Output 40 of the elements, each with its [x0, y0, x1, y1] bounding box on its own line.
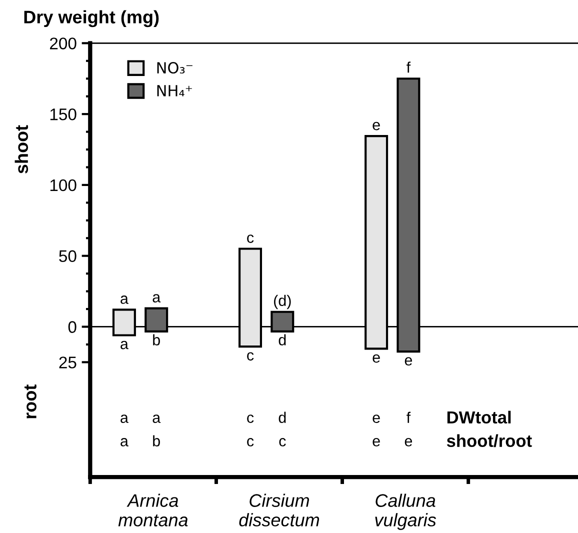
y-tick-label: 200	[50, 38, 76, 50]
annotation: e	[372, 414, 380, 423]
annotation: e	[404, 357, 412, 366]
x-tick-label: Cirsium dissectum	[239, 494, 320, 526]
annotation: c	[279, 438, 286, 446]
chart-title: Dry weight (mg)	[24, 10, 159, 28]
data-label: e	[372, 122, 380, 130]
y-tick-label: 50	[59, 250, 76, 262]
x-tick-label: Calluna vulgaris	[375, 494, 436, 530]
annotation: a	[152, 414, 161, 423]
annotation: c	[247, 352, 254, 361]
y-tick-label: 0	[68, 321, 76, 333]
annotation: a	[120, 438, 128, 446]
y-axis-title: shoot	[14, 125, 28, 174]
data-label: (d)	[274, 294, 291, 310]
annotation: d	[278, 412, 286, 423]
annotation: a	[120, 414, 128, 423]
x-tick-label: Arnica montana	[118, 494, 188, 526]
annotation: c	[247, 438, 254, 446]
annotation: f	[406, 412, 411, 423]
data-label: f	[406, 62, 411, 73]
y-tick-label: 100	[50, 179, 76, 192]
annotation: e	[372, 438, 380, 446]
text: root	[24, 384, 36, 418]
legend-label: NO₃⁻	[157, 62, 192, 74]
data-label: a	[152, 294, 161, 303]
legend-label: NH₄⁺	[157, 85, 192, 96]
annotation: DWtotal	[447, 410, 511, 424]
y-tick-label: 25	[59, 356, 76, 368]
data-label: a	[120, 296, 128, 304]
annotation: c	[247, 414, 254, 423]
annotation: b	[153, 334, 160, 346]
annotation: e	[372, 354, 380, 363]
data-label: c	[247, 234, 254, 243]
y-tick-label: 150	[50, 108, 76, 120]
annotation: a	[120, 340, 128, 350]
annotation: e	[404, 438, 412, 446]
annotation: d	[278, 334, 286, 346]
annotation: shoot/root	[446, 434, 532, 448]
annotation: b	[153, 435, 160, 446]
